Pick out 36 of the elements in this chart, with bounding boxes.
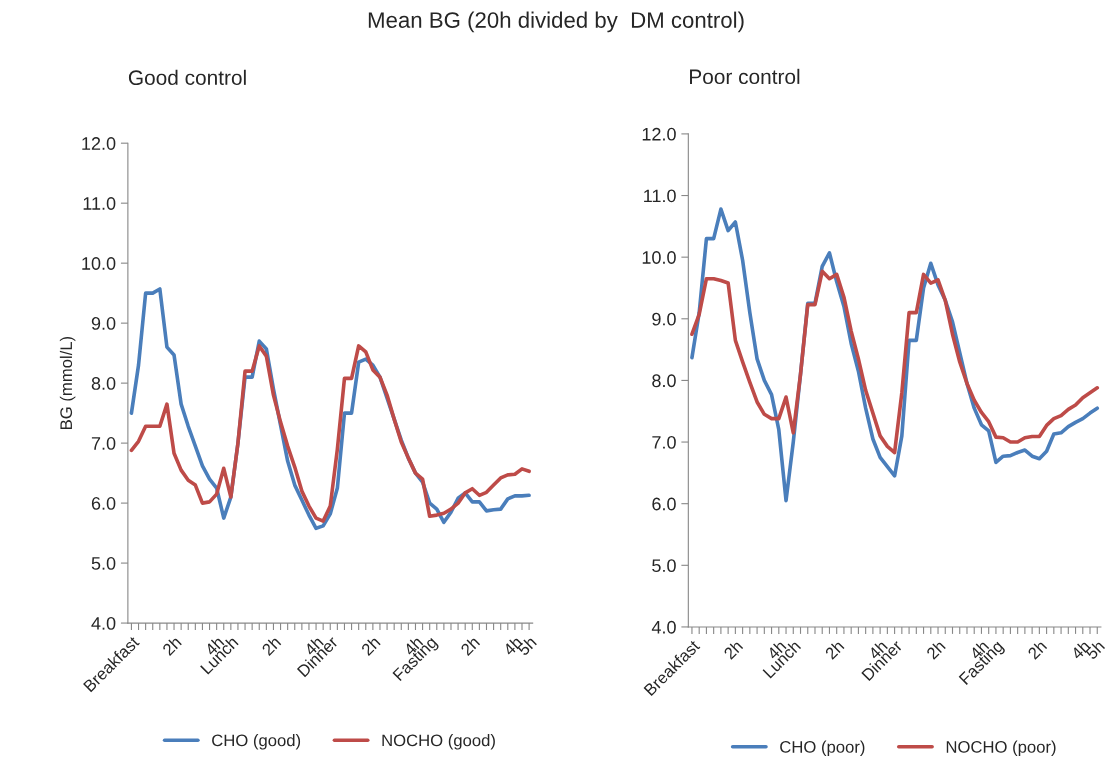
y-tick-label: 10.0 [642,251,676,264]
y-tick-label: 10.0 [82,257,116,270]
legend-label: NOCHO (poor) [946,740,1056,757]
x-tick-label: 2h [925,639,946,660]
y-tick-label: 11.0 [83,197,116,210]
line-series [129,344,531,523]
y-tick-label: 6.0 [652,497,676,511]
legend-label: CHO (good) [212,734,301,750]
y-tick-label: 7.0 [652,435,676,449]
x-tick-label: 2h [360,635,381,656]
y-tick-label: 4.0 [651,620,676,634]
y-tick-label: 9.0 [652,312,676,326]
y-tick-label: 9.0 [91,317,116,330]
line-series [690,269,1100,455]
chart-subtitle: Good control [128,69,246,86]
y-tick-label: 5.0 [652,559,676,573]
y-tick-label: 8.0 [652,374,676,388]
y-axis-title: BG (mmol/L) [59,336,76,429]
y-tick-label: 6.0 [91,497,116,510]
y-tick-label: 8.0 [91,377,116,390]
chart-title: Mean BG (20h divided by DM control) [368,11,744,33]
legend-label: CHO (poor) [780,740,865,757]
x-tick-label: 2h [1026,639,1048,660]
x-tick-label: 2h [161,635,182,656]
y-tick-label: 11.0 [644,189,676,203]
y-tick-label: 4.0 [91,617,116,630]
x-tick-label: 2h [459,635,481,656]
y-tick-label: 7.0 [91,437,116,450]
y-tick-label: 12.0 [642,127,676,141]
x-tick-label: 2h [824,639,845,660]
chart-subtitle: Poor control [690,68,800,85]
x-tick-label: 2h [260,635,282,656]
legend-label: NOCHO (good) [382,734,495,750]
y-tick-label: 12.0 [82,137,116,150]
x-tick-label: 2h [722,639,744,660]
y-tick-label: 5.0 [91,557,116,570]
